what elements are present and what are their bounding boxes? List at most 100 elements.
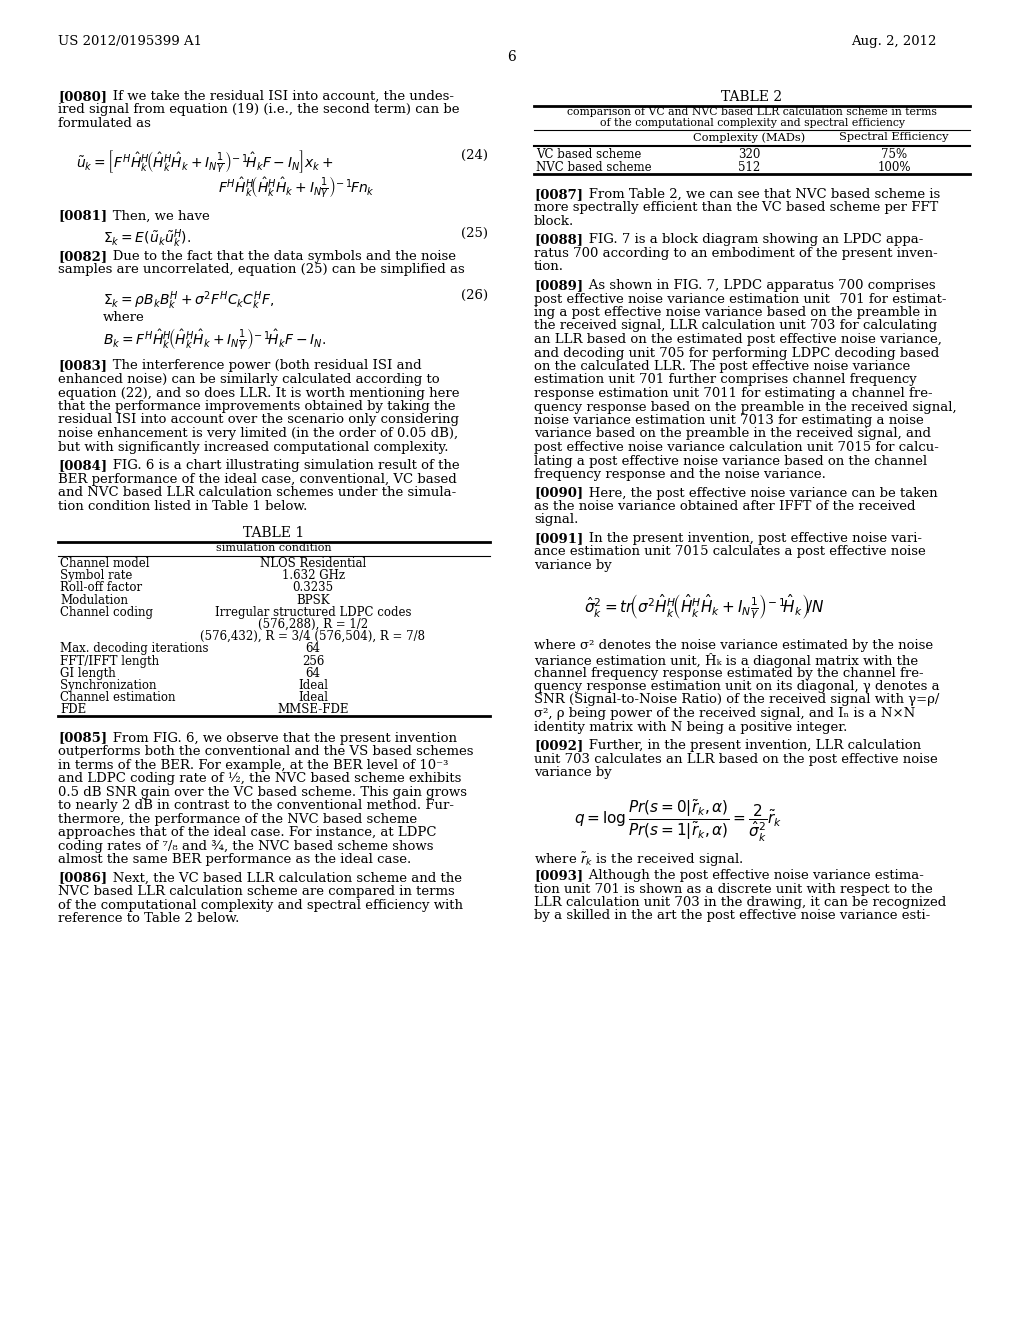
Text: where σ² denotes the noise variance estimated by the noise: where σ² denotes the noise variance esti…: [534, 639, 933, 652]
Text: [0083]: [0083]: [58, 359, 106, 372]
Text: Next, the VC based LLR calculation scheme and the: Next, the VC based LLR calculation schem…: [100, 871, 462, 884]
Text: [0091]: [0091]: [534, 532, 584, 545]
Text: Irregular structured LDPC codes: Irregular structured LDPC codes: [215, 606, 412, 619]
Text: on the calculated LLR. The post effective noise variance: on the calculated LLR. The post effectiv…: [534, 360, 910, 374]
Text: 0.3235: 0.3235: [293, 581, 334, 594]
Text: TABLE 2: TABLE 2: [722, 90, 782, 104]
Text: 64: 64: [305, 667, 321, 680]
Text: [0089]: [0089]: [534, 279, 583, 292]
Text: as the noise variance obtained after IFFT of the received: as the noise variance obtained after IFF…: [534, 500, 915, 513]
Text: $\tilde{u}_k = \left[F^H\hat{H}_k^H\!\left(\hat{H}_k^H\hat{H}_k + I_N\frac{1}{\g: $\tilde{u}_k = \left[F^H\hat{H}_k^H\!\le…: [76, 149, 334, 176]
Text: tion unit 701 is shown as a discrete unit with respect to the: tion unit 701 is shown as a discrete uni…: [534, 883, 933, 895]
Text: VC based scheme: VC based scheme: [536, 148, 641, 161]
Text: block.: block.: [534, 215, 574, 228]
Text: Channel estimation: Channel estimation: [60, 692, 175, 704]
Text: $\Sigma_k{=}E(\tilde{u}_k\tilde{u}_k^H).$: $\Sigma_k{=}E(\tilde{u}_k\tilde{u}_k^H).…: [103, 227, 191, 249]
Text: σ², ρ being power of the received signal, and Iₙ is a N×N: σ², ρ being power of the received signal…: [534, 708, 915, 719]
Text: identity matrix with N being a positive integer.: identity matrix with N being a positive …: [534, 721, 848, 734]
Text: 320: 320: [738, 148, 760, 161]
Text: samples are uncorrelated, equation (25) can be simplified as: samples are uncorrelated, equation (25) …: [58, 264, 465, 276]
Text: [0092]: [0092]: [534, 739, 584, 752]
Text: 6: 6: [508, 50, 516, 63]
Text: variance based on the preamble in the received signal, and: variance based on the preamble in the re…: [534, 428, 931, 441]
Text: BER performance of the ideal case, conventional, VC based: BER performance of the ideal case, conve…: [58, 473, 457, 486]
Text: residual ISI into account over the scenario only considering: residual ISI into account over the scena…: [58, 413, 459, 426]
Text: Spectral Efficiency: Spectral Efficiency: [840, 132, 949, 143]
Text: $F^H\hat{H}_k^H\!\left(\hat{H}_k^H\hat{H}_k + I_N\frac{1}{\gamma}\right)^{\!-1}\: $F^H\hat{H}_k^H\!\left(\hat{H}_k^H\hat{H…: [218, 174, 375, 201]
Text: the received signal, LLR calculation unit 703 for calculating: the received signal, LLR calculation uni…: [534, 319, 937, 333]
Text: response estimation unit 7011 for estimating a channel fre-: response estimation unit 7011 for estima…: [534, 387, 933, 400]
Text: where: where: [103, 312, 144, 323]
Text: 64: 64: [305, 643, 321, 656]
Text: Roll-off factor: Roll-off factor: [60, 581, 142, 594]
Text: equation (22), and so does LLR. It is worth mentioning here: equation (22), and so does LLR. It is wo…: [58, 387, 460, 400]
Text: enhanced noise) can be similarly calculated according to: enhanced noise) can be similarly calcula…: [58, 374, 439, 385]
Text: 0.5 dB SNR gain over the VC based scheme. This gain grows: 0.5 dB SNR gain over the VC based scheme…: [58, 785, 467, 799]
Text: If we take the residual ISI into account, the undes-: If we take the residual ISI into account…: [100, 90, 454, 103]
Text: by a skilled in the art the post effective noise variance esti-: by a skilled in the art the post effecti…: [534, 909, 930, 923]
Text: estimation unit 701 further comprises channel frequency: estimation unit 701 further comprises ch…: [534, 374, 916, 387]
Text: in terms of the BER. For example, at the BER level of 10⁻³: in terms of the BER. For example, at the…: [58, 759, 449, 772]
Text: noise enhancement is very limited (in the order of 0.05 dB),: noise enhancement is very limited (in th…: [58, 426, 458, 440]
Text: FIG. 7 is a block diagram showing an LPDC appa-: FIG. 7 is a block diagram showing an LPD…: [575, 234, 924, 247]
Text: (26): (26): [461, 289, 488, 302]
Text: 100%: 100%: [878, 161, 910, 174]
Text: and decoding unit 705 for performing LDPC decoding based: and decoding unit 705 for performing LDP…: [534, 346, 939, 359]
Text: comparison of VC and NVC based LLR calculation scheme in terms: comparison of VC and NVC based LLR calcu…: [567, 107, 937, 117]
Text: post effective noise variance estimation unit   701 for estimat-: post effective noise variance estimation…: [534, 293, 946, 305]
Text: simulation condition: simulation condition: [216, 543, 332, 553]
Text: US 2012/0195399 A1: US 2012/0195399 A1: [58, 36, 202, 48]
Text: variance by: variance by: [534, 558, 611, 572]
Text: approaches that of the ideal case. For instance, at LDPC: approaches that of the ideal case. For i…: [58, 826, 436, 840]
Text: [0093]: [0093]: [534, 869, 583, 882]
Text: $\Sigma_k = \rho B_k B_k^H + \sigma^2 F^H C_k C_k^H F,$: $\Sigma_k = \rho B_k B_k^H + \sigma^2 F^…: [103, 289, 274, 312]
Text: lating a post effective noise variance based on the channel: lating a post effective noise variance b…: [534, 454, 927, 467]
Text: FFT/IFFT length: FFT/IFFT length: [60, 655, 159, 668]
Text: Ideal: Ideal: [298, 678, 328, 692]
Text: GI length: GI length: [60, 667, 116, 680]
Text: SNR (Signal-to-Noise Ratio) of the received signal with γ=ρ/: SNR (Signal-to-Noise Ratio) of the recei…: [534, 693, 939, 706]
Text: unit 703 calculates an LLR based on the post effective noise: unit 703 calculates an LLR based on the …: [534, 752, 938, 766]
Text: (25): (25): [461, 227, 488, 240]
Text: MMSE-FDE: MMSE-FDE: [278, 704, 349, 717]
Text: [0090]: [0090]: [534, 487, 583, 499]
Text: TABLE 1: TABLE 1: [244, 525, 304, 540]
Text: Channel coding: Channel coding: [60, 606, 153, 619]
Text: FIG. 6 is a chart illustrating simulation result of the: FIG. 6 is a chart illustrating simulatio…: [100, 459, 460, 473]
Text: 256: 256: [302, 655, 325, 668]
Text: The interference power (both residual ISI and: The interference power (both residual IS…: [100, 359, 422, 372]
Text: BPSK: BPSK: [296, 594, 330, 607]
Text: $\hat{\sigma}_k^2 = tr\!\left(\sigma^2\hat{H}_k^H\!\left(\hat{H}_k^H\hat{H}_k + : $\hat{\sigma}_k^2 = tr\!\left(\sigma^2\h…: [584, 593, 824, 622]
Text: Due to the fact that the data symbols and the noise: Due to the fact that the data symbols an…: [100, 249, 456, 263]
Text: Max. decoding iterations: Max. decoding iterations: [60, 643, 209, 656]
Text: noise variance estimation unit 7013 for estimating a noise: noise variance estimation unit 7013 for …: [534, 414, 924, 426]
Text: Here, the post effective noise variance can be taken: Here, the post effective noise variance …: [575, 487, 938, 499]
Text: variance by: variance by: [534, 766, 611, 779]
Text: 512: 512: [738, 161, 760, 174]
Text: Complexity (MADs): Complexity (MADs): [693, 132, 805, 143]
Text: that the performance improvements obtained by taking the: that the performance improvements obtain…: [58, 400, 456, 413]
Text: ratus 700 according to an embodiment of the present inven-: ratus 700 according to an embodiment of …: [534, 247, 938, 260]
Text: (576,432), R = 3/4 (576,504), R = 7/8: (576,432), R = 3/4 (576,504), R = 7/8: [201, 630, 426, 643]
Text: of the computational complexity and spectral efficiency with: of the computational complexity and spec…: [58, 899, 463, 912]
Text: quency response estimation unit on its diagonal, γ denotes a: quency response estimation unit on its d…: [534, 680, 940, 693]
Text: Channel model: Channel model: [60, 557, 150, 570]
Text: NVC based LLR calculation scheme are compared in terms: NVC based LLR calculation scheme are com…: [58, 886, 455, 898]
Text: tion condition listed in Table 1 below.: tion condition listed in Table 1 below.: [58, 499, 307, 512]
Text: of the computational complexity and spectral efficiency: of the computational complexity and spec…: [599, 117, 904, 128]
Text: Further, in the present invention, LLR calculation: Further, in the present invention, LLR c…: [575, 739, 922, 752]
Text: post effective noise variance calculation unit 7015 for calcu-: post effective noise variance calculatio…: [534, 441, 939, 454]
Text: Although the post effective noise variance estima-: Although the post effective noise varian…: [575, 869, 924, 882]
Text: outperforms both the conventional and the VS based schemes: outperforms both the conventional and th…: [58, 744, 473, 758]
Text: reference to Table 2 below.: reference to Table 2 below.: [58, 912, 240, 925]
Text: LLR calculation unit 703 in the drawing, it can be recognized: LLR calculation unit 703 in the drawing,…: [534, 896, 946, 909]
Text: NLOS Residential: NLOS Residential: [260, 557, 367, 570]
Text: ired signal from equation (19) (i.e., the second term) can be: ired signal from equation (19) (i.e., th…: [58, 103, 460, 116]
Text: Symbol rate: Symbol rate: [60, 569, 132, 582]
Text: to nearly 2 dB in contrast to the conventional method. Fur-: to nearly 2 dB in contrast to the conven…: [58, 799, 454, 812]
Text: (24): (24): [461, 149, 488, 161]
Text: coding rates of ⁷/₈ and ¾, the NVC based scheme shows: coding rates of ⁷/₈ and ¾, the NVC based…: [58, 840, 433, 853]
Text: ing a post effective noise variance based on the preamble in: ing a post effective noise variance base…: [534, 306, 937, 319]
Text: $B_k = F^H\hat{H}_k^H\!\left(\hat{H}_k^H\hat{H}_k + I_N\frac{1}{\gamma}\right)^{: $B_k = F^H\hat{H}_k^H\!\left(\hat{H}_k^H…: [103, 326, 326, 352]
Text: [0081]: [0081]: [58, 210, 108, 223]
